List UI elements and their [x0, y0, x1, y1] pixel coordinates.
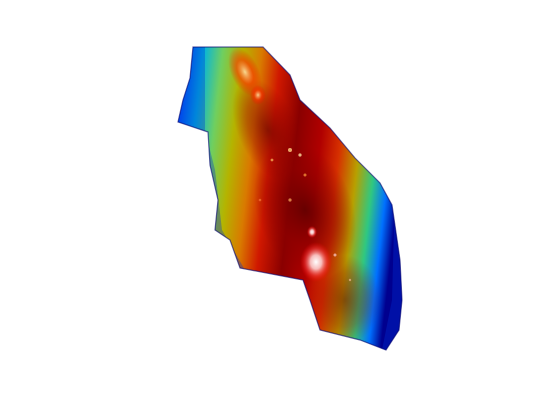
surface-body: [170, 40, 410, 360]
